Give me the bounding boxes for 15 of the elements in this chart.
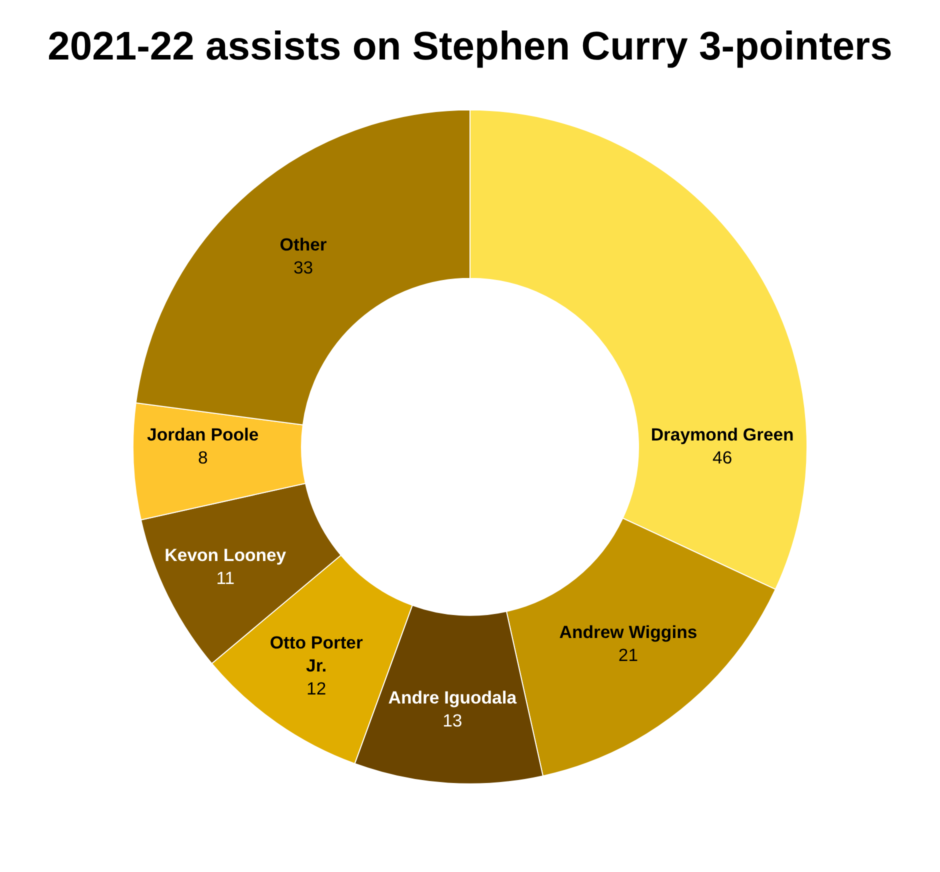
data-label: 12 <box>306 678 326 698</box>
data-label: 33 <box>293 258 314 278</box>
slice-label: Andrew Wiggins <box>559 622 698 642</box>
chart-title: 2021-22 assists on Stephen Curry 3-pointers <box>48 24 892 68</box>
data-label: 11 <box>216 568 235 588</box>
slice-label: Otto Porter Jr. <box>270 632 363 676</box>
slice-label: Draymond Green <box>650 424 794 445</box>
slice-label: Jordan Poole <box>147 424 259 445</box>
slice-label: Andre Iguodala <box>388 688 517 708</box>
data-label: 8 <box>198 448 208 468</box>
data-label: 21 <box>618 644 638 665</box>
data-label: 46 <box>712 448 732 468</box>
slice-label: Other <box>280 234 327 255</box>
data-label: 13 <box>442 710 462 730</box>
slice-label: Kevon Looney <box>164 545 286 566</box>
